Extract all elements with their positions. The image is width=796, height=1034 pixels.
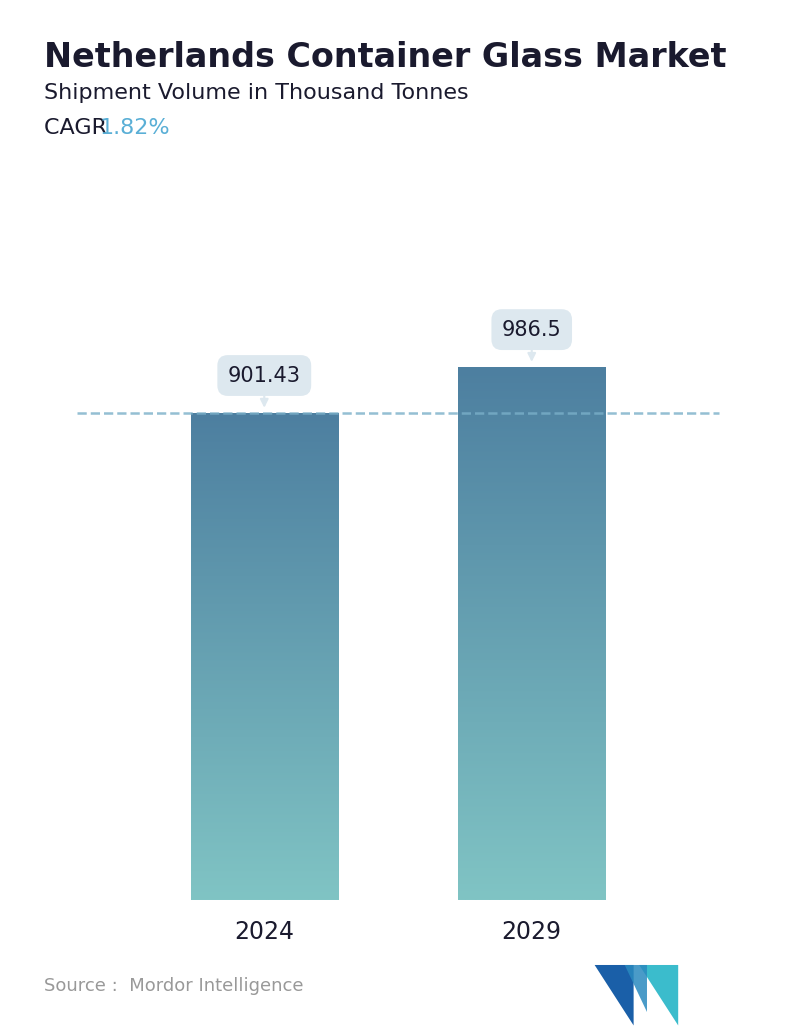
Text: Source :  Mordor Intelligence: Source : Mordor Intelligence — [44, 977, 303, 995]
Text: 1.82%: 1.82% — [100, 118, 170, 138]
Polygon shape — [625, 965, 647, 1012]
Polygon shape — [595, 965, 634, 1026]
Text: 986.5: 986.5 — [501, 320, 562, 339]
Text: 901.43: 901.43 — [228, 365, 301, 386]
Text: CAGR: CAGR — [44, 118, 121, 138]
Text: Shipment Volume in Thousand Tonnes: Shipment Volume in Thousand Tonnes — [44, 83, 468, 102]
Polygon shape — [639, 965, 678, 1026]
Text: Netherlands Container Glass Market: Netherlands Container Glass Market — [44, 41, 726, 74]
